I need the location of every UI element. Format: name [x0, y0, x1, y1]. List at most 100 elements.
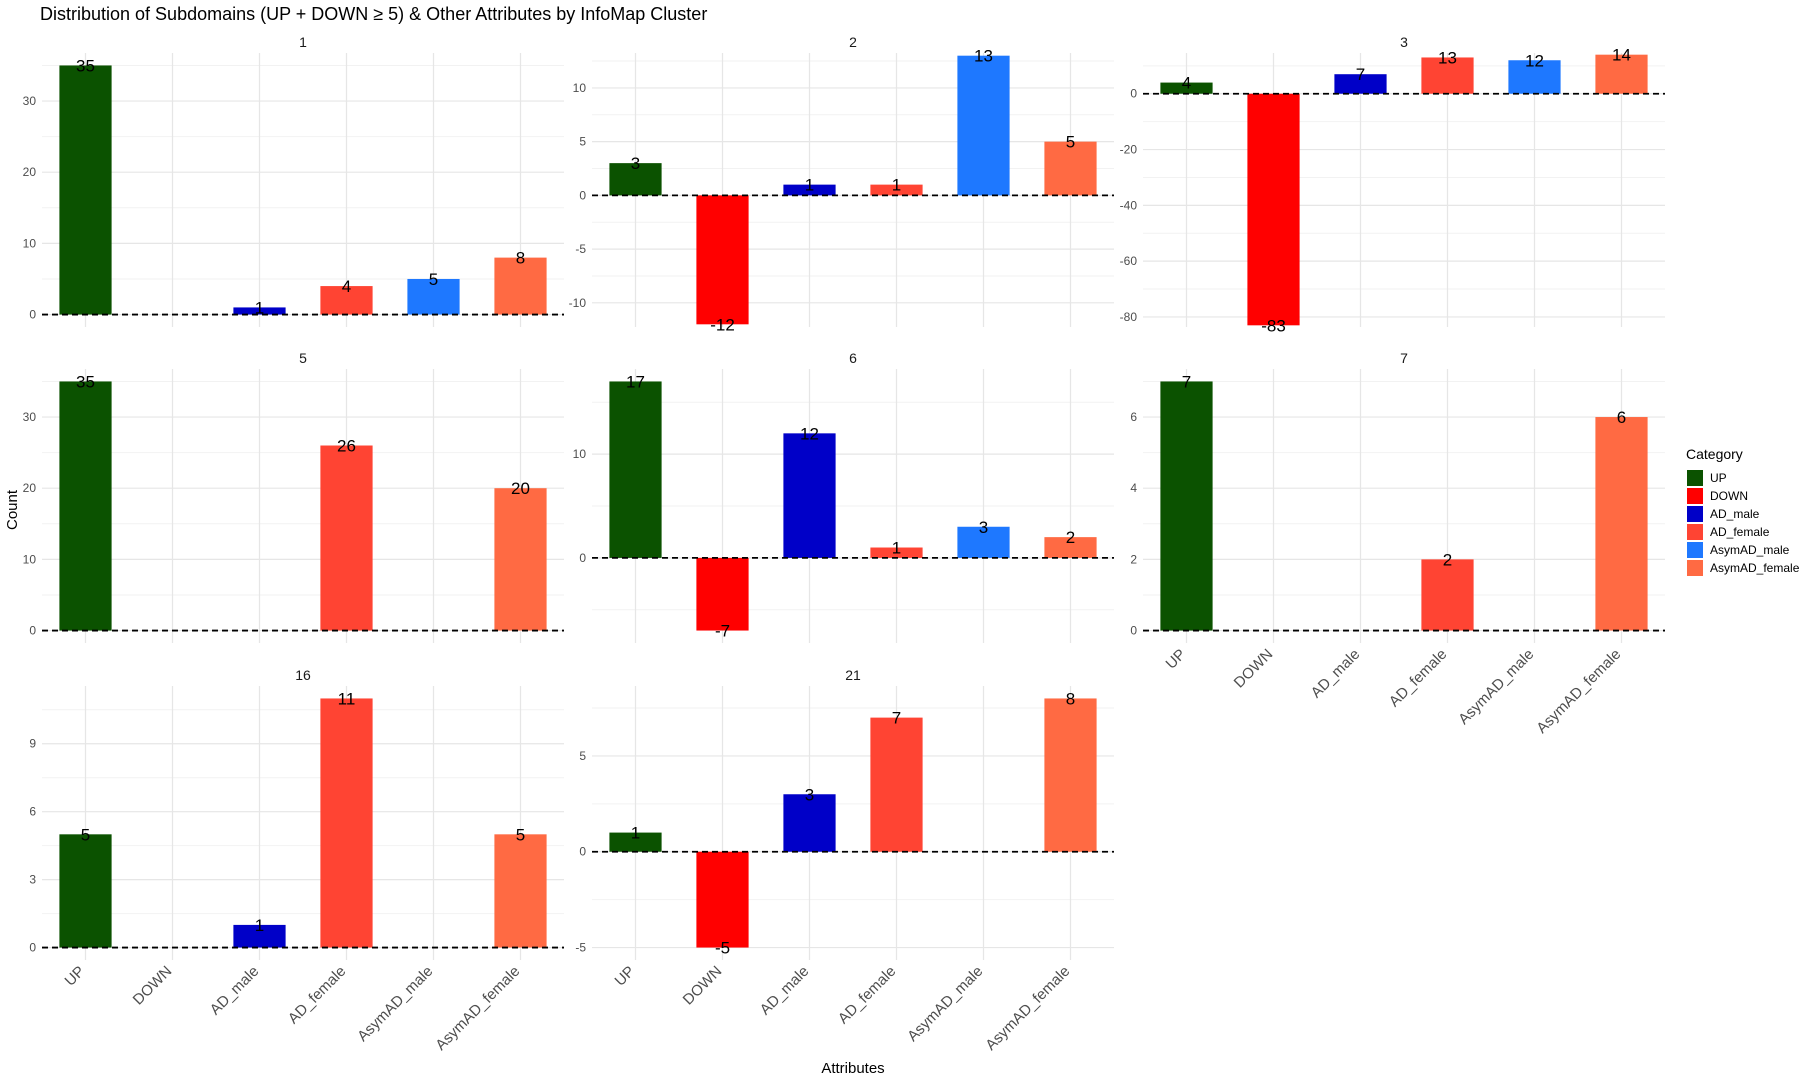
y-tick-label: 0 — [29, 941, 36, 955]
bar-DOWN — [696, 195, 749, 325]
facet-panel: 3 -80 -60 -40 -20 0 4 -83 7 13 12 14 — [1120, 34, 1665, 335]
bar-AD_female — [320, 286, 373, 315]
y-tick-label: 5 — [579, 135, 586, 149]
bar-UP — [609, 381, 662, 558]
y-tick-label: -5 — [575, 941, 586, 955]
data-label: 7 — [1356, 65, 1365, 84]
data-label: 11 — [338, 689, 356, 708]
x-tick-label: UP — [1163, 646, 1190, 673]
data-label: 1 — [805, 176, 814, 195]
bar-UP — [59, 65, 112, 315]
facet-strip-label: 16 — [295, 667, 311, 683]
facet-strip-label: 2 — [849, 34, 857, 50]
x-tick-label: UP — [612, 963, 639, 990]
x-tick-label: AD_male — [757, 963, 813, 1019]
x-tick-label: AsymAD_female — [1533, 646, 1624, 737]
y-tick-label: 5 — [579, 749, 586, 763]
data-label: 2 — [1443, 550, 1452, 569]
y-tick-label: -5 — [575, 242, 586, 256]
data-label: 1 — [892, 539, 901, 558]
y-tick-label: 30 — [23, 94, 37, 108]
y-tick-label: 10 — [23, 552, 37, 566]
data-label: 6 — [1617, 408, 1626, 427]
y-tick-label: 0 — [1130, 624, 1137, 638]
y-tick-label: 0 — [579, 188, 586, 202]
legend-title: Category — [1686, 446, 1743, 462]
data-label: -83 — [1261, 316, 1286, 335]
data-label: 8 — [516, 249, 525, 268]
data-label: 35 — [76, 56, 95, 75]
bar-AD_female — [320, 445, 373, 631]
x-tick-label: AD_female — [835, 963, 899, 1027]
x-tick-label: AD_female — [1386, 646, 1450, 710]
y-tick-label: 20 — [23, 165, 37, 179]
data-label: 7 — [892, 709, 901, 728]
legend-swatch — [1687, 488, 1703, 504]
data-label: 17 — [626, 372, 645, 391]
x-tick-label: AD_male — [207, 963, 263, 1019]
x-tick-label: DOWN — [680, 963, 726, 1009]
y-tick-label: 0 — [29, 624, 36, 638]
bar-DOWN — [696, 851, 749, 948]
data-label: 4 — [1182, 74, 1191, 93]
legend-label: AsymAD_female — [1710, 561, 1800, 575]
facet-strip-label: 3 — [1400, 34, 1408, 50]
y-tick-label: 10 — [573, 447, 587, 461]
x-tick-label: AD_female — [285, 963, 349, 1027]
data-label: 5 — [1066, 133, 1075, 152]
data-label: 7 — [1182, 372, 1191, 391]
y-tick-label: 10 — [23, 236, 37, 250]
facet-panel: 5 0 10 20 30 35 26 20 — [23, 350, 564, 643]
y-tick-label: -80 — [1120, 310, 1138, 324]
x-tick-label: AsymAD_female — [432, 963, 523, 1054]
bar-AD_female — [870, 184, 923, 196]
y-tick-label: 6 — [1130, 410, 1137, 424]
data-label: 20 — [511, 479, 530, 498]
y-tick-label: 30 — [23, 410, 37, 424]
y-tick-label: 2 — [1130, 552, 1137, 566]
bar-AsymAD_female — [494, 834, 547, 948]
bar-AsymAD_female — [1044, 698, 1097, 852]
bar-AD_female — [1421, 57, 1474, 94]
data-label: 13 — [1438, 48, 1457, 67]
data-label: -5 — [715, 939, 730, 958]
data-label: 4 — [342, 277, 351, 296]
facet-strip-label: 6 — [849, 350, 857, 366]
bar-UP — [59, 834, 112, 948]
x-tick-label: AD_male — [1308, 646, 1364, 702]
legend-swatch — [1687, 542, 1703, 558]
bar-AsymAD_male — [407, 278, 460, 315]
legend-swatch — [1687, 524, 1703, 540]
data-label: 35 — [76, 372, 95, 391]
x-tick-label: AsymAD_male — [1455, 646, 1537, 728]
facet-panel: 7 0 2 4 6 7 2 6 UP DOWN AD_male AD_female AsymAD_mal… — [1130, 350, 1665, 737]
bar-AD_female — [1421, 559, 1474, 631]
y-tick-label: -20 — [1120, 143, 1138, 157]
y-tick-label: 10 — [573, 81, 587, 95]
data-label: 14 — [1612, 46, 1631, 65]
data-label: 1 — [255, 916, 264, 935]
data-label: -12 — [710, 315, 735, 334]
data-label: 5 — [81, 825, 90, 844]
x-tick-label: AsymAD_female — [982, 963, 1073, 1054]
y-tick-label: 20 — [23, 481, 37, 495]
y-tick-label: -60 — [1120, 254, 1138, 268]
y-tick-label: 6 — [29, 805, 36, 819]
chart-title: Distribution of Subdomains (UP + DOWN ≥ … — [40, 4, 707, 24]
y-tick-label: 0 — [579, 845, 586, 859]
data-label: 5 — [429, 270, 438, 289]
bar-AD_male — [1334, 74, 1387, 94]
legend-swatch — [1687, 560, 1703, 576]
y-tick-label: 3 — [29, 873, 36, 887]
bar-AsymAD_male — [957, 526, 1010, 558]
data-label: 3 — [805, 785, 814, 804]
bar-UP — [1160, 82, 1213, 94]
legend-label: AsymAD_male — [1710, 543, 1790, 557]
data-label: 8 — [1066, 689, 1075, 708]
data-label: 3 — [979, 518, 988, 537]
x-tick-label: AsymAD_male — [354, 963, 436, 1045]
x-tick-label: DOWN — [1231, 646, 1277, 692]
bar-AsymAD_female — [494, 257, 547, 315]
